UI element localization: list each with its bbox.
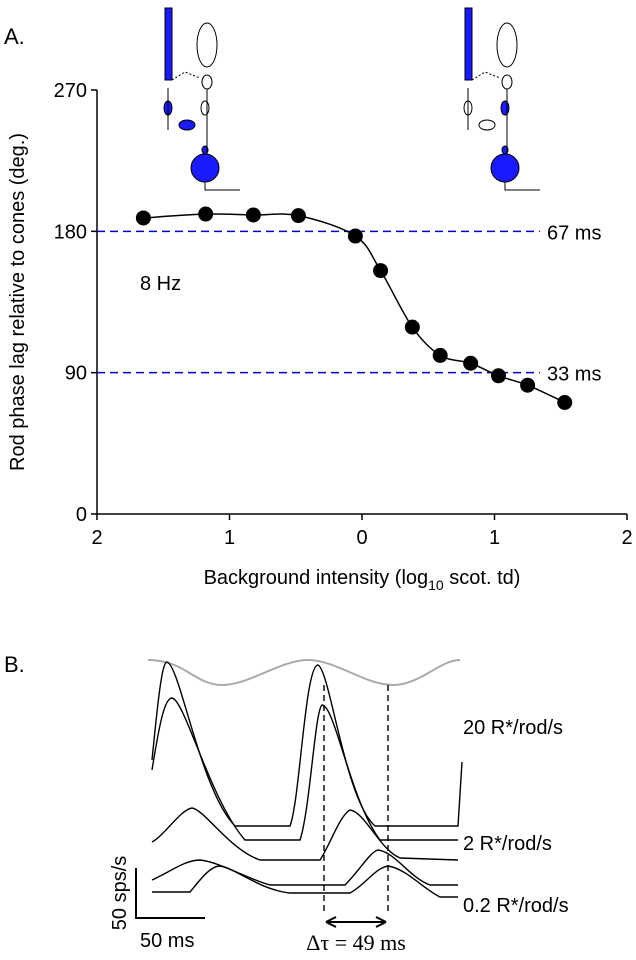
- data-point: [198, 206, 214, 222]
- trace-label: 0.2 R*/rod/s: [463, 895, 569, 917]
- axes: 0 90 180 270 2 1 0 1 2 67 ms 33 ms: [54, 80, 633, 549]
- x-tick-label: 2: [621, 527, 632, 549]
- y-axis-label: Rod phase lag relative to cones (deg.): [7, 133, 29, 471]
- data-point: [373, 263, 389, 279]
- data-point: [404, 319, 420, 335]
- data-point: [245, 207, 261, 223]
- data-point: [290, 208, 306, 224]
- x-label-part: scot. td): [444, 567, 521, 589]
- x-tick-label: 1: [489, 527, 500, 549]
- reference-label: 67 ms: [547, 222, 601, 244]
- trace: [151, 661, 463, 827]
- x-label-part: Background intensity (log: [204, 567, 429, 589]
- trace: [151, 697, 458, 841]
- panel-title: B.: [4, 652, 25, 677]
- scale-label: 50 ms: [140, 930, 194, 952]
- scale-bar: [135, 868, 205, 919]
- annotation: 8 Hz: [140, 273, 181, 295]
- data-point: [135, 210, 151, 226]
- y-tick-label: 270: [54, 80, 87, 102]
- x-axis-label: Background intensity (log10 scot. td): [204, 567, 521, 593]
- delay-arrow: [325, 916, 387, 928]
- y-tick-label: 180: [54, 221, 87, 243]
- traces: [135, 658, 463, 928]
- x-tick-label: 2: [91, 527, 102, 549]
- scale-label: 50 sps/s: [109, 856, 131, 930]
- x-tick-label: 1: [224, 527, 235, 549]
- data-point: [463, 355, 479, 371]
- data-point: [432, 347, 448, 363]
- panel-title: A.: [4, 24, 25, 49]
- x-tick-label: 0: [356, 527, 367, 549]
- circuit-icon: [163, 7, 240, 191]
- data-point: [490, 368, 506, 384]
- trace: [151, 849, 458, 886]
- trace: [152, 865, 458, 898]
- y-tick-label: 90: [65, 363, 87, 385]
- data-point: [347, 228, 363, 244]
- y-tick-label: 0: [76, 504, 87, 526]
- trace-label: 2 R*/rod/s: [463, 833, 552, 855]
- circuit-icon: [463, 7, 540, 191]
- data-point: [557, 395, 573, 411]
- delay-label: Δτ = 49 ms: [306, 930, 406, 955]
- trace-label: 20 R*/rod/s: [463, 717, 563, 739]
- data-point: [520, 377, 536, 393]
- x-label-sub: 10: [428, 577, 444, 593]
- trace: [151, 807, 459, 861]
- reference-label: 33 ms: [547, 364, 601, 386]
- stimulus: [147, 658, 461, 687]
